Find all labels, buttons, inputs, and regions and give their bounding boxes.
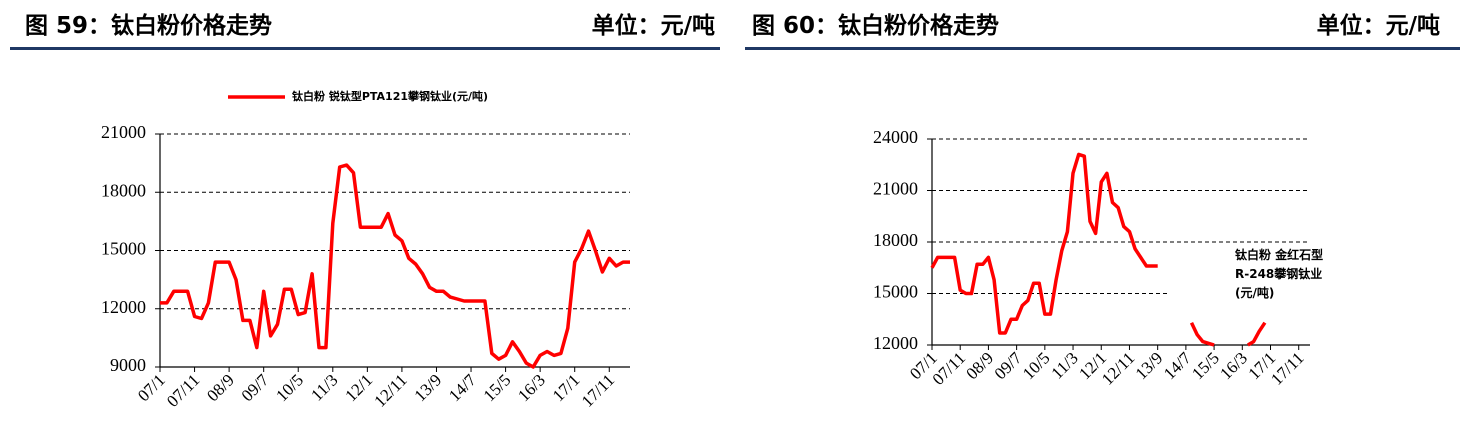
x-tick-label: 11/3 [1048, 348, 1082, 382]
x-tick-label: 07/11 [163, 370, 203, 410]
x-tick-label: 09/7 [238, 370, 273, 405]
y-tick-label: 18000 [101, 180, 146, 200]
price-line [160, 163, 630, 369]
x-tick-label: 11/3 [307, 370, 341, 404]
legend: 钛白粉 金红石型R-248攀钢钛业(元/吨) [1170, 246, 1327, 303]
y-tick-label: 12000 [873, 333, 918, 353]
x-tick-label: 17/11 [578, 370, 618, 410]
x-tick-label: 09/7 [991, 348, 1026, 383]
header-rule [10, 47, 720, 50]
chart-title: 图 59：钛白粉价格走势 [25, 13, 273, 39]
x-tick-label: 12/1 [341, 370, 376, 405]
unit-label: 单位：元/吨 [1316, 13, 1440, 39]
y-tick-label: 24000 [873, 127, 918, 147]
price-line [930, 152, 1267, 347]
x-tick-label: 16/3 [1216, 348, 1251, 383]
x-tick-label: 17/11 [1267, 348, 1307, 388]
x-tick-label: 12/11 [370, 370, 410, 410]
x-tick-label: 17/1 [549, 370, 584, 405]
x-tick-label: 10/5 [1019, 348, 1054, 383]
x-tick-label: 13/9 [1132, 348, 1167, 383]
x-tick-label: 07/1 [134, 370, 169, 405]
x-tick-label: 10/5 [272, 370, 307, 405]
x-tick-label: 14/7 [1160, 348, 1195, 383]
y-tick-label: 15000 [873, 282, 918, 302]
x-tick-label: 16/3 [514, 370, 549, 405]
x-tick-label: 08/9 [962, 348, 997, 383]
y-tick-label: 21000 [101, 122, 146, 142]
x-tick-label: 08/9 [203, 370, 238, 405]
y-tick-label: 12000 [101, 297, 146, 317]
legend-label: 钛白粉 金红石型R-248攀钢钛业(元/吨) [1235, 248, 1324, 300]
chart-title: 图 60：钛白粉价格走势 [752, 13, 1000, 39]
x-tick-label: 15/5 [1188, 348, 1223, 383]
x-tick-label: 13/9 [410, 370, 445, 405]
unit-label: 单位：元/吨 [591, 13, 715, 39]
x-tick-label: 14/7 [445, 370, 480, 405]
y-tick-label: 21000 [873, 179, 918, 199]
legend-label: 钛白粉 锐钛型PTA121攀钢钛业(元/吨) [292, 89, 488, 103]
y-tick-label: 15000 [101, 239, 146, 259]
y-tick-label: 9000 [110, 355, 146, 375]
y-tick-label: 18000 [873, 230, 918, 250]
header-rule [745, 47, 1460, 50]
x-tick-label: 15/5 [480, 370, 515, 405]
